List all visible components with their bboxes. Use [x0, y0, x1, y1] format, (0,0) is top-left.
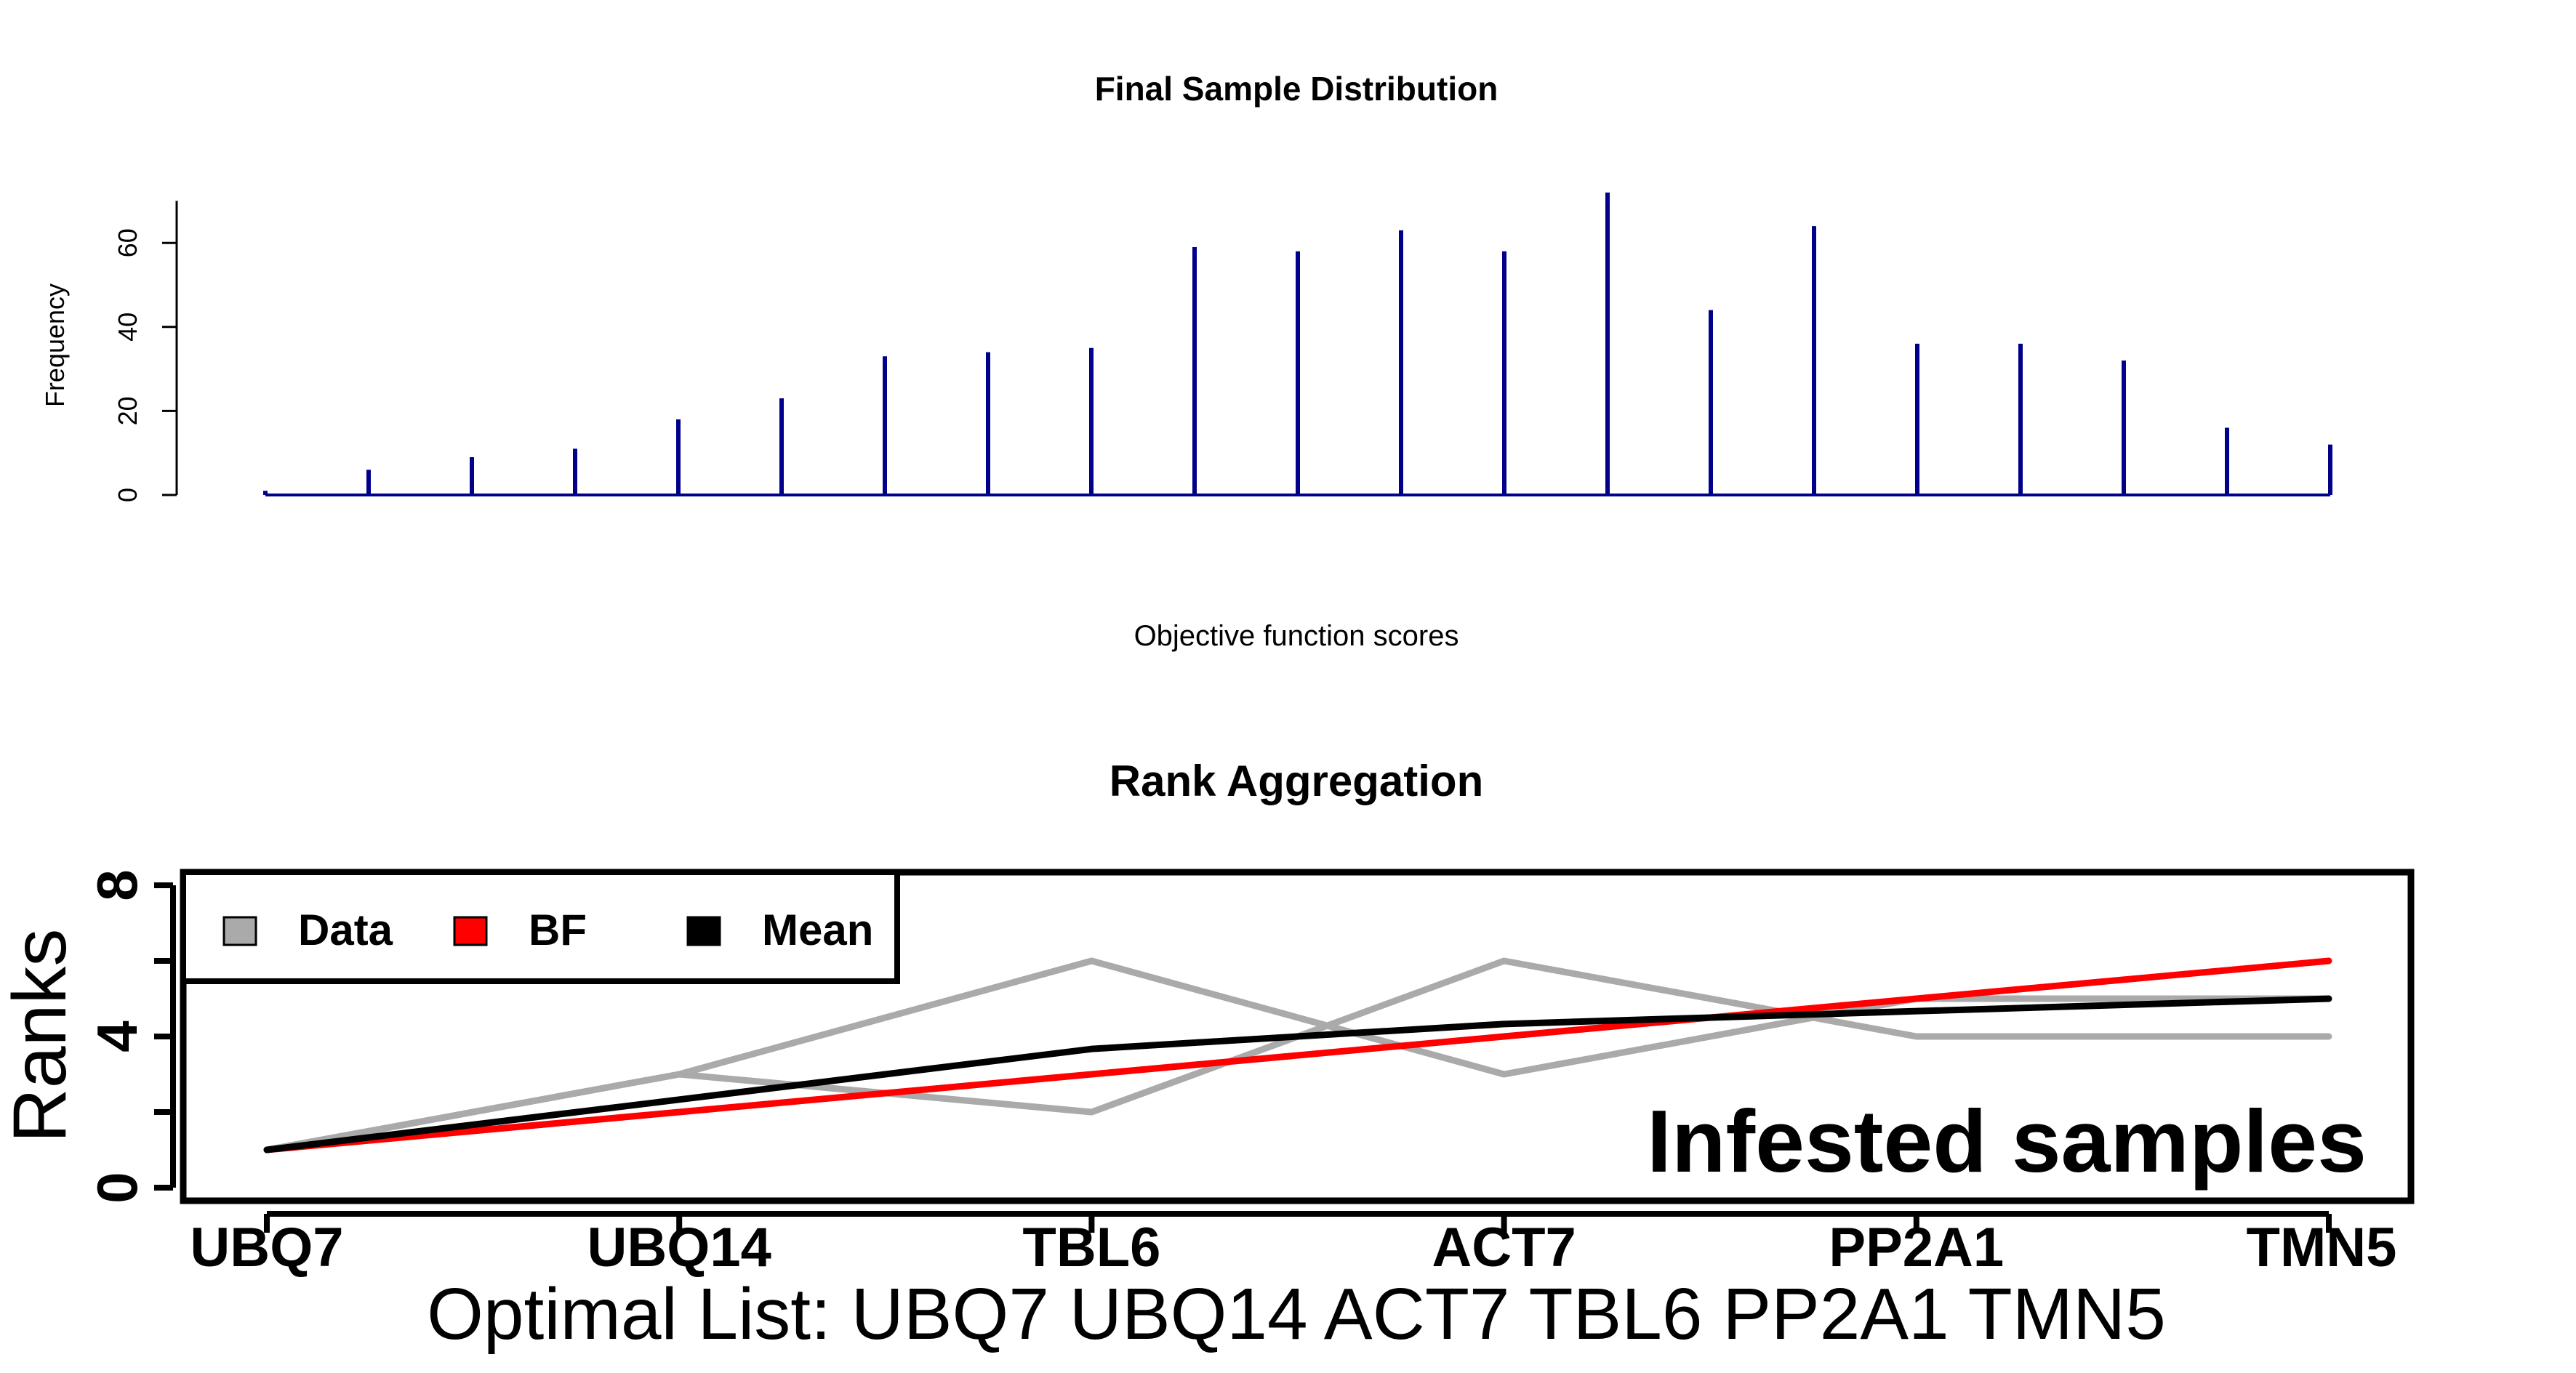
- rank-legend-label: BF: [529, 906, 587, 954]
- rank-x-label: Optimal List: UBQ7 UBQ14 ACT7 TBL6 PP2A1…: [427, 1273, 2166, 1355]
- rank-legend-swatch: [453, 916, 488, 946]
- rank-legend-swatch: [222, 916, 257, 946]
- rank-plot-frame: [180, 869, 2415, 1204]
- rank-series-line-bf: [263, 957, 2332, 1153]
- histogram-y-label: Frequency: [40, 283, 70, 407]
- rank-lines: [263, 957, 2332, 1153]
- rank-y-label: Ranks: [0, 929, 82, 1143]
- rank-x-tick-label: TBL6: [1022, 1217, 1160, 1279]
- rank-legend-label: Mean: [762, 906, 873, 954]
- rank-y-tick-label: 0: [85, 1172, 149, 1203]
- rank-title: Rank Aggregation: [1110, 757, 1483, 805]
- rank-legend-box: [180, 869, 900, 984]
- histogram-bars: [263, 192, 2332, 496]
- rank-legend: Data BF Mean: [180, 869, 900, 984]
- histogram-y-tick-label: 20: [113, 396, 143, 425]
- rank-legend-label: Data: [298, 906, 393, 954]
- rank-legend-swatch: [686, 916, 721, 946]
- rank-x-tick-label: UBQ7: [190, 1217, 343, 1279]
- histogram-chart: Final Sample Distribution Frequency Obje…: [40, 70, 2332, 652]
- rank-x-tick-label: TMN5: [2247, 1217, 2397, 1279]
- rank-annotation: Infested samples: [1647, 1092, 2367, 1191]
- histogram-title: Final Sample Distribution: [1095, 70, 1498, 108]
- rank-x-tick-label: PP2A1: [1829, 1217, 2004, 1279]
- rank-series-line-mean: [263, 995, 2332, 1153]
- rank-chart: Rank Aggregation Ranks Optimal List: UBQ…: [0, 757, 2415, 1355]
- rank-y-tick-label: 4: [85, 1020, 149, 1052]
- histogram-x-label: Objective function scores: [1134, 620, 1459, 652]
- histogram-y-tick-label: 0: [113, 488, 143, 502]
- histogram-y-tick-label: 40: [113, 313, 143, 342]
- rank-x-tick-label: ACT7: [1432, 1217, 1576, 1279]
- rank-x-tick-label: UBQ14: [587, 1217, 771, 1279]
- rank-axes: 0 4 8 UBQ7 UBQ14 TBL6 ACT7 PP2A1 TMN5: [85, 869, 2396, 1279]
- histogram-y-tick-label: 60: [113, 228, 143, 257]
- rank-y-tick-label: 8: [85, 869, 149, 901]
- histogram-y-axis: 0 20 40 60: [113, 201, 178, 502]
